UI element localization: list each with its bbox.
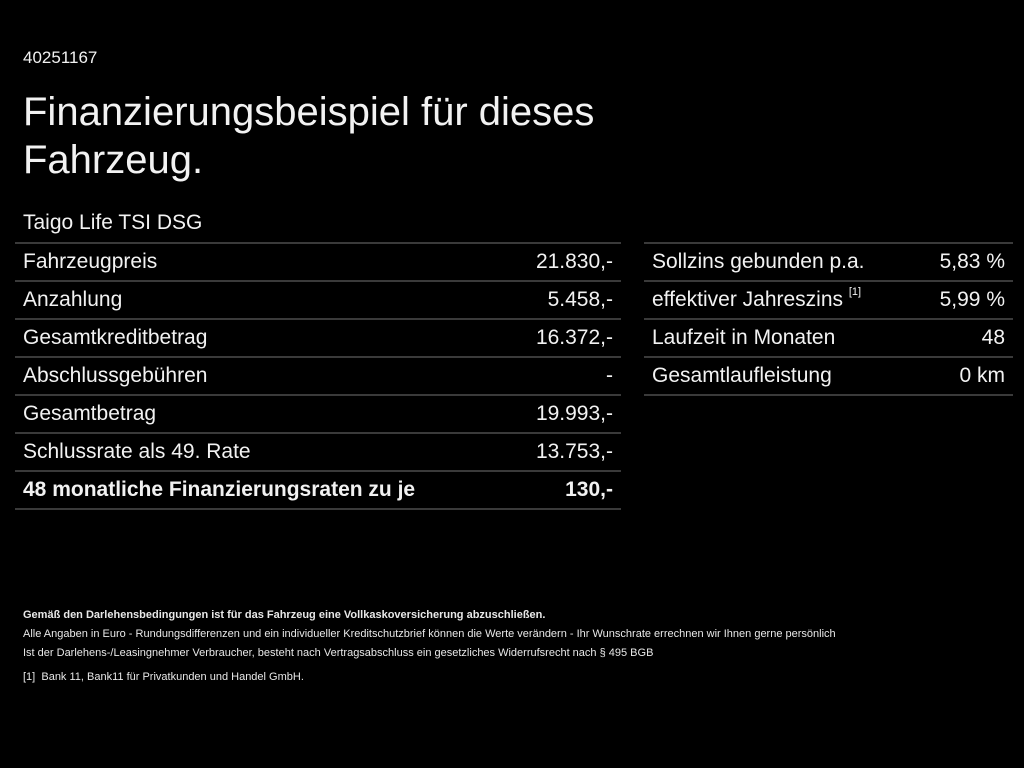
row-value: 19.993,- (508, 394, 621, 433)
row-label: Abschlussgebühren (15, 356, 509, 395)
footnote: [1] Bank 11, Bank11 für Privatkunden und… (23, 668, 836, 687)
row-label: Gesamtbetrag (15, 394, 509, 433)
table-row: Sollzins gebunden p.a. 5,83 % (644, 242, 1013, 281)
row-value: 0 km (916, 356, 1013, 396)
monthly-rate-row: 48 monatliche Finanzierungsraten zu je 13… (15, 470, 621, 510)
row-value: - (508, 356, 621, 395)
table-row: Schlussrate als 49. Rate 13.753,- (15, 432, 621, 471)
row-value: 130,- (508, 470, 621, 510)
footnote-text: Bank 11, Bank11 für Privatkunden und Han… (41, 671, 304, 683)
disclaimer-line: Ist der Darlehens-/Leasingnehmer Verbrau… (23, 647, 654, 659)
table-row: Fahrzeugpreis 21.830,- (15, 242, 621, 281)
row-label: Sollzins gebunden p.a. (644, 242, 917, 281)
model-name: Taigo Life TSI DSG (23, 211, 203, 234)
table-row: Gesamtlaufleistung 0 km (644, 356, 1013, 396)
footnote-mark: [1] (23, 671, 36, 683)
insurance-note: Gemäß den Darlehensbedingungen ist für d… (23, 609, 546, 621)
row-value: 16.372,- (508, 318, 621, 357)
row-value: 5,83 % (916, 242, 1013, 281)
row-label: 48 monatliche Finanzierungsraten zu je (15, 470, 509, 510)
row-value: 13.753,- (508, 432, 621, 471)
table-row: effektiver Jahreszins [1] 5,99 % (644, 280, 1013, 319)
table-row: Gesamtbetrag 19.993,- (15, 394, 621, 433)
row-label: Laufzeit in Monaten (644, 318, 917, 357)
row-label: Fahrzeugpreis (15, 242, 509, 281)
row-label: effektiver Jahreszins [1] (644, 280, 917, 319)
interest-table: Sollzins gebunden p.a. 5,83 % effektiver … (644, 242, 1013, 396)
row-label: Gesamtlaufleistung (644, 356, 917, 396)
footer-notes: Gemäß den Darlehensbedingungen ist für d… (23, 606, 836, 687)
row-label: Gesamtkreditbetrag (15, 318, 509, 357)
footnote-mark: [1] (848, 286, 862, 298)
table-row: Gesamtkreditbetrag 16.372,- (15, 318, 621, 357)
row-value: 48 (916, 318, 1013, 357)
page-title: Finanzierungsbeispiel für dieses Fahrzeu… (23, 90, 595, 182)
financing-table: Fahrzeugpreis 21.830,- Anzahlung 5.458,- G… (15, 242, 621, 510)
row-label-text: effektiver Jahreszins (652, 288, 844, 311)
row-value: 5,99 % (916, 280, 1013, 319)
disclaimer-line: Alle Angaben in Euro - Rundungsdifferenz… (23, 628, 836, 640)
row-value: 5.458,- (508, 280, 621, 319)
row-label: Schlussrate als 49. Rate (15, 432, 509, 471)
row-value: 21.830,- (508, 242, 621, 281)
vehicle-id: 40251167 (23, 48, 98, 67)
row-label: Anzahlung (15, 280, 509, 319)
table-row: Laufzeit in Monaten 48 (644, 318, 1013, 357)
table-row: Anzahlung 5.458,- (15, 280, 621, 319)
table-row: Abschlussgebühren - (15, 356, 621, 395)
